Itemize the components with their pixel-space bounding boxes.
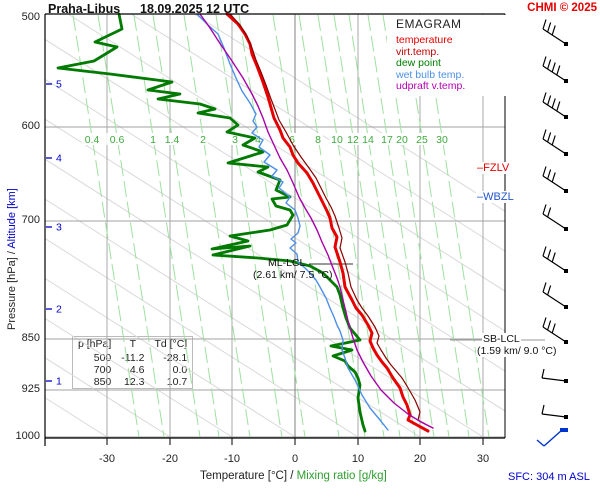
col-dewpoint: Td [°C] xyxy=(154,338,188,350)
surface-elevation-label: SFC: 304 m ASL xyxy=(508,471,590,483)
mixing-ratio-label: 0.6 xyxy=(110,134,125,146)
temp-tick-label: 20 xyxy=(413,453,427,465)
wind-barb xyxy=(542,317,568,344)
sb-lcl-title: SB-LCL xyxy=(482,333,521,345)
temp-tick-label: 30 xyxy=(476,453,490,465)
altitude-tick-label: 4 xyxy=(56,153,62,165)
mixing-ratio-label: 12 xyxy=(347,134,359,146)
legend-title: EMAGRAM xyxy=(396,17,462,31)
table-row: 500 -11.2 -28.1 xyxy=(73,352,193,364)
copyright-label: CHMI © 2025 xyxy=(527,2,597,14)
mixing-ratio-label: 17 xyxy=(381,134,393,146)
col-pressure: p [hPa] xyxy=(78,338,112,350)
pressure-tick-label: 700 xyxy=(21,214,40,226)
station-name: Praha-Libus xyxy=(48,2,121,16)
mixing-ratio-label: 30 xyxy=(436,134,448,146)
cell-p: 500 xyxy=(93,352,112,364)
cell-t: 12.3 xyxy=(124,376,145,388)
table-row: 700 4.6 0.0 xyxy=(73,364,193,376)
mixing-ratio-label: 1 xyxy=(150,134,156,146)
x-caption-separator: / xyxy=(290,470,297,482)
temp-tick-label: 10 xyxy=(351,453,365,465)
cell-t: -11.2 xyxy=(121,352,145,364)
y-axis-caption: Pressure [hPa] / Altitude [km] xyxy=(6,188,18,330)
wind-barb xyxy=(542,204,568,231)
pressure-tick-label: 600 xyxy=(21,120,40,132)
altitude-tick-label: 5 xyxy=(56,79,62,91)
wind-barb xyxy=(542,56,568,83)
mixing-ratio-labels: 0.4 0.6 1 1.4 2 3 4 6 8 10 12 14 17 20 25 30 xyxy=(81,133,450,146)
legend-entry-virt-temp: virt.temp. xyxy=(396,45,440,58)
wind-barb xyxy=(542,282,568,309)
mixing-ratio-label: 3 xyxy=(232,134,238,146)
mixing-ratio-label: 4 xyxy=(255,134,261,146)
mixing-ratio-label: 10 xyxy=(331,134,343,146)
temp-tick-label: -30 xyxy=(99,453,115,465)
freezing-level-label: –FZLV xyxy=(476,162,511,174)
wbzl-tick: – xyxy=(477,191,484,203)
mixing-ratio-label: 2 xyxy=(200,134,206,146)
altitude-tick-label: 1 xyxy=(56,376,62,388)
legend: EMAGRAM temperature virt.temp. dew point… xyxy=(387,15,512,96)
wind-barb xyxy=(541,404,568,419)
wind-barb xyxy=(542,166,568,193)
sb-lcl-detail: (1.59 km/ 9.0 °C) xyxy=(476,345,558,357)
cell-p: 700 xyxy=(93,364,112,376)
legend-entry-wet-bulb: wet bulb temp. xyxy=(396,68,465,81)
col-temp: T xyxy=(129,338,137,350)
altitude-ticks: 5 4 3 2 1 xyxy=(46,79,62,388)
legend-entry-temperature: temperature xyxy=(396,34,453,46)
x-caption-temperature: Temperature [°C] xyxy=(200,470,288,482)
temp-tick-label: -10 xyxy=(224,453,240,465)
altitude-tick-label: 3 xyxy=(56,222,62,234)
mixing-ratio-label: 8 xyxy=(315,134,321,146)
sounding-datetime: 18.09.2025 12 UTC xyxy=(140,2,250,16)
legend-entry-updraft: udpraft v.temp. xyxy=(396,80,466,92)
temp-tick-label: 0 xyxy=(291,453,299,465)
mixing-ratio-label: 0.4 xyxy=(85,134,100,146)
mixing-ratio-label: 25 xyxy=(416,134,428,146)
wind-barb xyxy=(542,19,568,46)
pressure-tick-label: 850 xyxy=(21,332,40,344)
wind-barb xyxy=(541,368,568,383)
legend-entry-dew-point: dew point xyxy=(396,57,441,69)
wind-barb xyxy=(542,129,568,156)
sounding-table: p [hPa] T Td [°C] 500 -11.2 -28.1 700 4.… xyxy=(72,336,194,389)
altitude-tick-label: 2 xyxy=(56,304,62,316)
temp-tick-label: -20 xyxy=(162,453,178,465)
wind-barb xyxy=(542,92,568,119)
wind-barb xyxy=(536,428,568,447)
pressure-tick-label: 500 xyxy=(21,11,40,23)
mixing-ratio-label: 14 xyxy=(362,134,374,146)
pressure-tick-label: 925 xyxy=(21,383,40,395)
y-caption-separator: / xyxy=(6,248,18,258)
wind-barb xyxy=(542,246,568,273)
wind-barbs xyxy=(536,19,568,447)
cell-t: 4.6 xyxy=(129,364,145,376)
y-caption-pressure: Pressure [hPa] xyxy=(6,257,18,330)
mixing-ratio-label: 1.4 xyxy=(165,134,180,146)
cell-td: -28.1 xyxy=(163,352,188,364)
ml-lcl-detail: (2.61 km/ 7.5 °C) xyxy=(253,269,333,281)
curve-wet_bulb xyxy=(196,13,389,431)
mixing-ratio-label: 20 xyxy=(396,134,408,146)
cell-td: 10.7 xyxy=(166,376,188,388)
x-caption-mixing-ratio: Mixing ratio [g/kg] xyxy=(296,470,387,482)
mixing-ratio-label: 6 xyxy=(289,134,295,146)
cell-td: 0.0 xyxy=(172,364,188,376)
fzlv-tick: – xyxy=(477,162,484,174)
cell-p: 850 xyxy=(93,376,112,388)
ml-lcl-title: ML-LCL xyxy=(268,257,306,269)
wet-bulb-zero-label: –WBZL xyxy=(476,191,515,203)
lcl-marker-lines xyxy=(309,263,545,341)
x-axis-caption: Temperature [°C] / Mixing ratio [g/kg] xyxy=(200,470,387,482)
pressure-tick-label: 1000 xyxy=(15,430,40,442)
table-row: 850 12.3 10.7 xyxy=(73,376,193,389)
table-header-row: p [hPa] T Td [°C] xyxy=(73,337,193,353)
